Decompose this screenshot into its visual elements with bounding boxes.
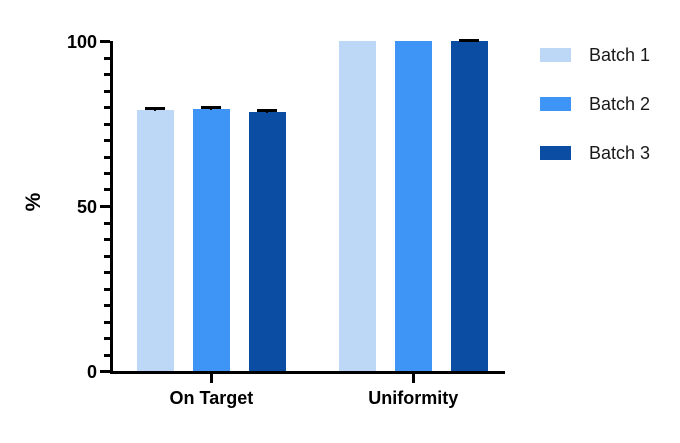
y-major-tick	[100, 40, 110, 43]
category-label: On Target	[169, 388, 254, 408]
y-minor-tick	[104, 222, 110, 225]
y-minor-tick	[104, 337, 110, 340]
bar	[249, 111, 286, 371]
y-minor-tick	[104, 188, 110, 191]
legend-label: Batch 1	[589, 45, 651, 65]
legend: Batch 1 Batch 2 Batch 3	[540, 46, 650, 193]
error-bar-cap	[459, 38, 479, 42]
y-minor-tick	[104, 288, 110, 291]
x-category-tick	[412, 374, 415, 383]
legend-swatch	[540, 97, 571, 111]
bar	[193, 108, 230, 371]
y-minor-tick	[104, 271, 110, 274]
bar	[395, 41, 432, 371]
y-major-tick	[100, 370, 110, 373]
legend-item: Batch 1	[540, 46, 650, 64]
y-tick-label: 100	[66, 32, 97, 52]
y-minor-tick	[104, 255, 110, 258]
error-bar-cap	[257, 109, 277, 113]
y-minor-tick	[104, 106, 110, 109]
y-minor-tick	[104, 90, 110, 93]
bar	[451, 41, 488, 371]
y-tick-label: 50	[76, 197, 97, 217]
y-major-tick	[100, 205, 110, 208]
x-category-tick	[210, 374, 213, 383]
legend-item: Batch 3	[540, 144, 650, 162]
y-axis-line	[110, 41, 113, 374]
legend-swatch	[540, 146, 571, 160]
legend-label: Batch 3	[589, 143, 651, 163]
category-label: Uniformity	[368, 388, 459, 408]
y-minor-tick	[104, 156, 110, 159]
y-minor-tick	[104, 354, 110, 357]
y-minor-tick	[104, 172, 110, 175]
x-axis-line	[110, 371, 505, 374]
y-minor-tick	[104, 304, 110, 307]
error-bar-cap	[145, 106, 165, 110]
error-bar-cap	[201, 105, 221, 109]
legend-swatch	[540, 48, 571, 62]
y-tick-label: 0	[86, 362, 97, 382]
bar	[339, 41, 376, 371]
y-minor-tick	[104, 139, 110, 142]
y-minor-tick	[104, 321, 110, 324]
legend-item: Batch 2	[540, 95, 650, 113]
y-minor-tick	[104, 238, 110, 241]
y-minor-tick	[104, 123, 110, 126]
y-minor-tick	[104, 73, 110, 76]
y-minor-tick	[104, 57, 110, 60]
legend-label: Batch 2	[589, 94, 651, 114]
bar	[137, 110, 174, 371]
